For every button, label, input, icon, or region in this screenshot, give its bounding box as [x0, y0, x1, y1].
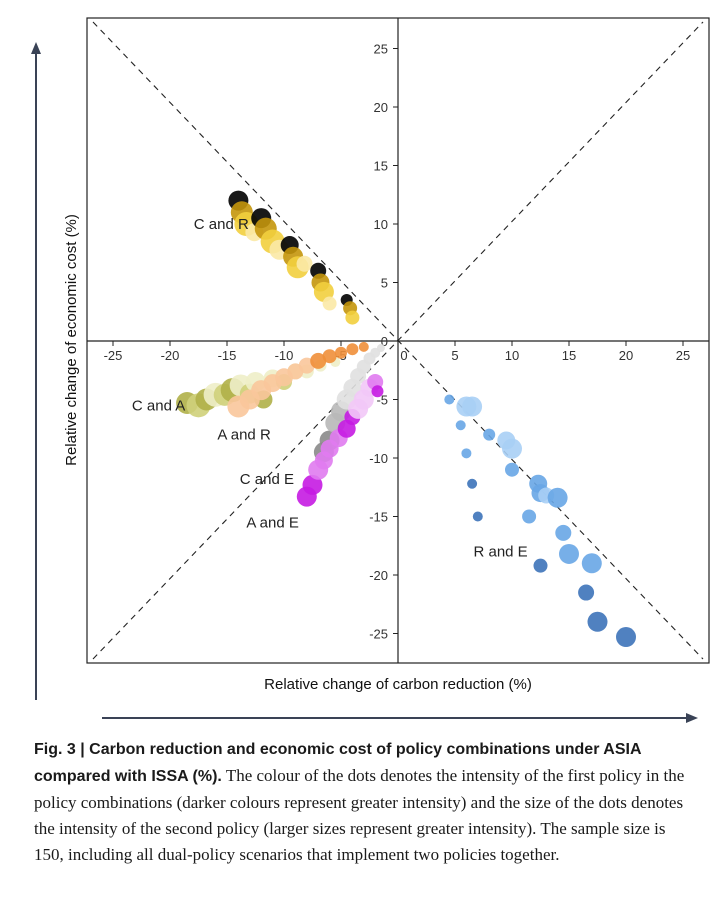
- series-a-and-r: [227, 341, 369, 418]
- data-point: [502, 438, 522, 459]
- y-tick-label: -15: [369, 510, 388, 525]
- data-point: [302, 474, 323, 495]
- data-points: [176, 190, 636, 648]
- y-tick-label: 15: [374, 159, 388, 174]
- data-point: [559, 543, 579, 564]
- y-tick-label: 20: [374, 100, 388, 115]
- y-tick-label: 10: [374, 217, 388, 232]
- x-tick-label: -15: [218, 348, 237, 363]
- data-point: [472, 511, 483, 522]
- data-point: [358, 341, 369, 352]
- figure: -25-20-15-10-50510152025-25-20-15-10-551…: [31, 17, 710, 723]
- series-label: C and A: [132, 397, 185, 414]
- reference-line-positive: [92, 21, 704, 660]
- data-point: [376, 344, 385, 353]
- data-point: [587, 611, 608, 632]
- data-point: [296, 255, 313, 272]
- y-tick-label: -5: [376, 393, 388, 408]
- x-tick-label: -25: [104, 348, 123, 363]
- x-tick-label: 0: [400, 348, 407, 363]
- x-tick-label: 5: [451, 348, 458, 363]
- series-label: C and E: [240, 471, 294, 488]
- caption-body: The colour of the dots denotes the inten…: [34, 766, 685, 864]
- figure-caption: Fig. 3 | Carbon reduction and economic c…: [34, 736, 694, 868]
- x-tick-label: 15: [562, 348, 576, 363]
- data-point: [345, 310, 360, 325]
- y-tick-label: -20: [369, 568, 388, 583]
- x-tick-label: -10: [275, 348, 294, 363]
- y-tick-label: -25: [369, 627, 388, 642]
- x-axis-title: Relative change of carbon reduction (%): [264, 676, 532, 693]
- data-point: [483, 428, 496, 441]
- y-tick-label: 25: [374, 42, 388, 57]
- data-point: [616, 627, 636, 648]
- axis-arrows: [31, 42, 698, 723]
- series-label: R and E: [473, 544, 527, 561]
- series-label: A and R: [217, 427, 271, 444]
- series-a-and-e: [296, 373, 384, 507]
- scatter-chart: -25-20-15-10-50510152025-25-20-15-10-551…: [31, 17, 710, 723]
- data-point: [555, 524, 572, 541]
- data-point: [578, 584, 595, 601]
- data-point: [522, 509, 537, 524]
- x-arrow-head: [686, 713, 698, 723]
- y-tick-label: 5: [381, 276, 388, 291]
- data-point: [581, 553, 602, 574]
- x-tick-label: 25: [676, 348, 690, 363]
- series-label: A and E: [246, 514, 299, 531]
- x-tick-label: -20: [161, 348, 180, 363]
- caption-heading: Fig. 3 | Carbon reduction and economic c…: [34, 741, 641, 785]
- series-labels: C and R C and A A and R C and E A and E R and…: [132, 216, 528, 561]
- series-label: C and R: [194, 216, 249, 233]
- data-point: [505, 462, 519, 477]
- data-point: [455, 420, 466, 431]
- x-tick-label: 20: [619, 348, 633, 363]
- y-tick-label: -10: [369, 451, 388, 466]
- x-tick-label: 10: [505, 348, 519, 363]
- tick-labels: -25-20-15-10-50510152025-25-20-15-10-551…: [104, 42, 691, 642]
- y-arrow-head: [31, 42, 41, 54]
- data-point: [310, 352, 327, 369]
- y-axis-title: Relative change of economic cost (%): [63, 214, 80, 466]
- series-c-and-r: [228, 190, 360, 325]
- data-point: [371, 385, 384, 398]
- data-point: [322, 296, 337, 311]
- data-point: [335, 346, 347, 359]
- data-point: [533, 558, 548, 573]
- data-point: [462, 396, 483, 417]
- data-point: [346, 343, 359, 356]
- y-tick-label: 0: [381, 334, 388, 349]
- data-point: [547, 487, 568, 508]
- series-r-and-e: [444, 394, 636, 648]
- data-point: [444, 394, 455, 405]
- reference-lines: [92, 21, 704, 660]
- data-point: [467, 478, 478, 489]
- data-point: [461, 448, 472, 459]
- data-point: [322, 349, 337, 364]
